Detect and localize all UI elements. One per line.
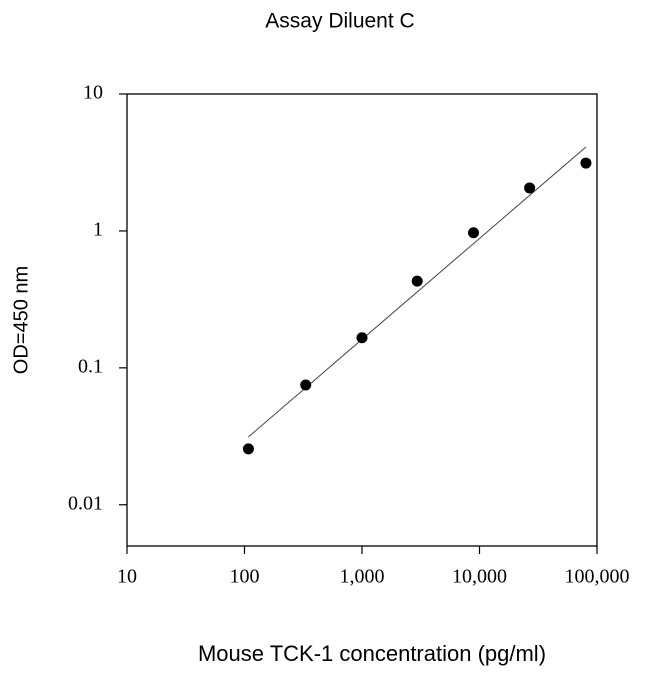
data-point bbox=[356, 332, 368, 344]
x-tick-label: 10 bbox=[117, 566, 137, 588]
data-point bbox=[580, 157, 592, 169]
y-tick-label: 1 bbox=[93, 219, 103, 241]
x-tick-label: 100,000 bbox=[565, 566, 630, 588]
y-tick-label: 0.1 bbox=[78, 355, 103, 377]
plot-frame bbox=[126, 93, 598, 547]
data-point bbox=[242, 443, 254, 455]
y-tick-label: 0.01 bbox=[68, 492, 103, 514]
y-tick-label: 10 bbox=[83, 82, 103, 104]
chart-title: Assay Diluent C bbox=[265, 10, 414, 33]
x-axis-label: Mouse TCK-1 concentration (pg/ml) bbox=[198, 641, 546, 666]
x-tick-label: 10,000 bbox=[452, 566, 507, 588]
y-axis-label: OD=450 nm bbox=[10, 266, 32, 374]
data-point bbox=[467, 227, 479, 239]
fit-line bbox=[248, 146, 587, 438]
data-point bbox=[300, 379, 312, 391]
x-tick-label: 100 bbox=[230, 566, 260, 588]
data-point bbox=[524, 182, 536, 194]
data-point bbox=[411, 275, 423, 287]
x-tick-label: 1,000 bbox=[340, 566, 385, 588]
